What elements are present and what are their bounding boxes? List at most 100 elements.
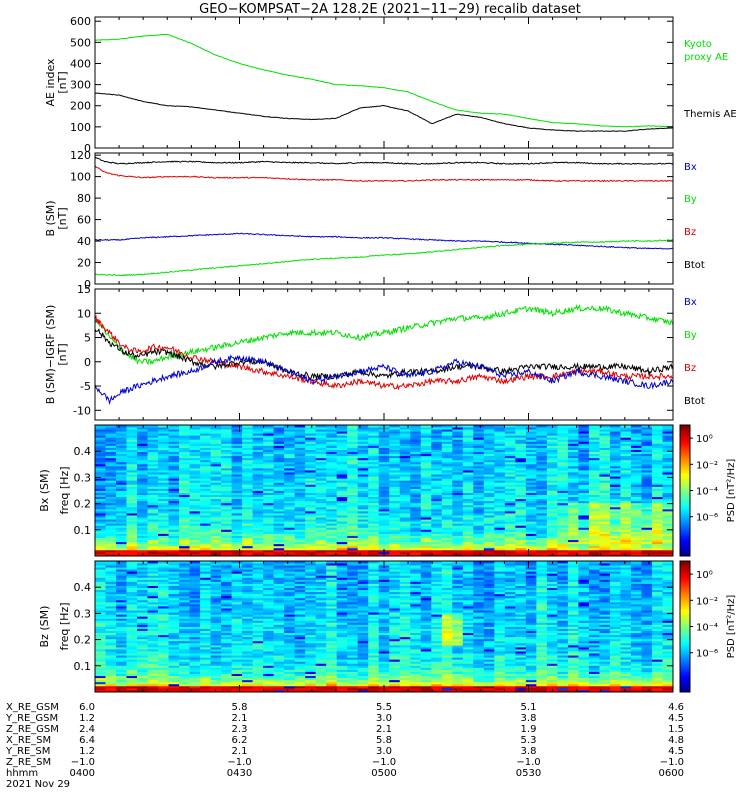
spectrogram-cell xyxy=(504,533,516,536)
spectrogram-cell xyxy=(368,490,380,493)
spectrogram-cell xyxy=(105,494,117,498)
spectrogram-cell xyxy=(273,478,285,481)
y-tick-label: 40 xyxy=(77,235,91,248)
spectrogram-cell xyxy=(242,579,254,582)
spectrogram-cell xyxy=(263,543,275,547)
spectrogram-cell xyxy=(357,490,369,493)
spectrogram-cell xyxy=(641,482,653,485)
spectrogram-cell xyxy=(420,498,432,502)
spectrogram-cell xyxy=(116,603,127,607)
spectrogram-cell xyxy=(662,545,674,549)
spectrogram-cell xyxy=(168,537,180,541)
spectrogram-cell xyxy=(189,685,201,689)
spectrogram-cell xyxy=(599,519,611,522)
spectrogram-cell xyxy=(410,480,422,483)
spectrogram-cell xyxy=(137,508,148,512)
spectrogram-cell xyxy=(231,523,243,526)
spectrogram-cell xyxy=(263,597,275,601)
spectrogram-cell xyxy=(273,498,285,502)
spectrogram-cell xyxy=(378,531,390,534)
spectrogram-cell xyxy=(599,441,611,444)
spectrogram-cell xyxy=(651,488,663,491)
spectrogram-cell xyxy=(137,653,148,656)
spectrogram-cell xyxy=(599,521,611,524)
spectrogram-cell xyxy=(126,571,138,574)
spectrogram-cell xyxy=(378,513,390,516)
spectrogram-cell xyxy=(210,651,222,654)
spectrogram-cell xyxy=(252,685,264,689)
spectrogram-cell xyxy=(336,549,348,553)
spectrogram-cell xyxy=(126,671,138,674)
spectrogram-cell xyxy=(546,486,558,489)
spectrogram-cell xyxy=(200,527,211,530)
spectrogram-cell xyxy=(305,431,317,434)
spectrogram-cell xyxy=(158,541,169,545)
spectrogram-cell xyxy=(452,531,464,534)
spectrogram-cell xyxy=(147,667,159,670)
colorbar-cell xyxy=(680,470,690,474)
spectrogram-cell xyxy=(546,449,558,453)
spectrogram-cell xyxy=(557,502,569,506)
spectrogram-cell xyxy=(200,510,211,514)
spectrogram-cell xyxy=(179,484,190,487)
spectrogram-cell xyxy=(557,494,569,498)
spectrogram-cell xyxy=(168,651,180,654)
spectrogram-cell xyxy=(368,455,380,459)
colorbar-cell xyxy=(680,497,690,500)
spectrogram-cell xyxy=(536,496,548,500)
spectrogram-cell xyxy=(368,465,380,469)
spectrogram-cell xyxy=(357,451,369,455)
spectrogram-cell xyxy=(200,671,211,674)
legend-label: Bz xyxy=(684,227,696,238)
spectrogram-cell xyxy=(578,455,590,459)
spectrogram-cell xyxy=(179,541,190,545)
spectrogram-cell xyxy=(609,543,621,547)
spectrogram-cell xyxy=(263,527,275,530)
spectrogram-cell xyxy=(179,551,190,555)
spectrogram-cell xyxy=(630,478,642,481)
spectrogram-cell xyxy=(137,427,148,430)
spectrogram-cell xyxy=(347,494,359,498)
spectrogram-cell xyxy=(588,472,600,475)
spectrogram-cell xyxy=(651,459,663,463)
spectrogram-cell xyxy=(368,537,380,541)
spectrogram-cell xyxy=(147,624,159,627)
spectrogram-cell xyxy=(147,673,159,677)
spectrogram-cell xyxy=(252,549,264,553)
spectrogram-cell xyxy=(389,527,401,530)
spectrogram-cell xyxy=(641,478,653,481)
spectrogram-cell xyxy=(221,653,233,656)
spectrogram-cell xyxy=(347,429,359,432)
spectrogram-cell xyxy=(599,506,611,510)
spectrogram-cell xyxy=(210,653,222,656)
spectrogram-cell xyxy=(357,494,369,498)
spectrogram-cell xyxy=(315,531,327,534)
spectrogram-cell xyxy=(263,628,275,631)
spectrogram-cell xyxy=(315,443,327,446)
spectrogram-cell xyxy=(389,482,401,485)
spectrogram-cell xyxy=(357,529,369,532)
spectrogram-cell xyxy=(179,529,190,532)
spectrogram-cell xyxy=(284,484,296,487)
spectrogram-cell xyxy=(515,457,527,461)
spectrogram-cell xyxy=(441,437,453,440)
spectrogram-cell xyxy=(588,459,600,463)
spectrogram-cell xyxy=(420,486,432,489)
spectrogram-cell xyxy=(588,470,600,473)
spectrogram-cell xyxy=(137,535,148,538)
spectrogram-cell xyxy=(242,665,254,668)
spectrogram-cell xyxy=(494,549,506,553)
spectrogram-cell xyxy=(336,490,348,493)
spectrogram-cell xyxy=(105,535,117,538)
spectrogram-cell xyxy=(294,531,306,534)
spectrogram-cell xyxy=(221,476,233,479)
spectrogram-cell xyxy=(368,449,380,453)
spectrogram-cell xyxy=(242,646,254,650)
spectrogram-cell xyxy=(651,451,663,455)
spectrogram-cell xyxy=(210,606,222,609)
spectrogram-cell xyxy=(158,457,169,461)
spectrogram-cell xyxy=(389,502,401,506)
spectrogram-cell xyxy=(158,575,169,578)
spectrogram-cell xyxy=(662,443,674,446)
spectrogram-cell xyxy=(137,630,148,634)
